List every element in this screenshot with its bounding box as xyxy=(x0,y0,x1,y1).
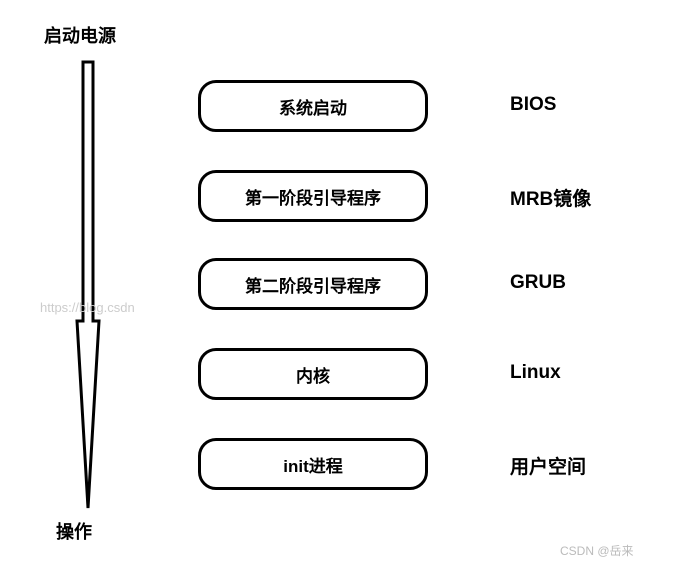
stage-side-mrb: MRB镜像 xyxy=(510,184,591,211)
stage-box-init: init进程 xyxy=(198,438,428,490)
stage-side-grub: GRUB xyxy=(510,272,566,294)
watermark-url: https://blog.csdn xyxy=(40,300,135,315)
stage-side-init: 用户空间 xyxy=(510,452,586,479)
stage-box-label: 系统启动 xyxy=(279,94,347,119)
stage-box-label: init进程 xyxy=(283,452,343,477)
stage-box-label: 第二阶段引导程序 xyxy=(245,272,381,297)
stage-box-label: 第一阶段引导程序 xyxy=(245,184,381,209)
arrow-path xyxy=(77,62,99,508)
stage-box-bios: 系统启动 xyxy=(198,80,428,132)
stage-side-bios: BIOS xyxy=(510,94,556,116)
stage-box-label: 内核 xyxy=(296,362,330,387)
operation-label: 操作 xyxy=(56,518,92,544)
stage-side-kernel: Linux xyxy=(510,362,561,384)
stage-box-grub: 第二阶段引导程序 xyxy=(198,258,428,310)
stage-box-mrb: 第一阶段引导程序 xyxy=(198,170,428,222)
power-on-label: 启动电源 xyxy=(44,22,116,48)
diagram-container: 启动电源 操作 系统启动 BIOS 第一阶段引导程序 MRB镜像 第二阶段引导程… xyxy=(0,0,700,575)
stage-box-kernel: 内核 xyxy=(198,348,428,400)
flow-arrow-icon xyxy=(68,60,108,510)
watermark-csdn: CSDN @岳来 xyxy=(560,542,634,559)
